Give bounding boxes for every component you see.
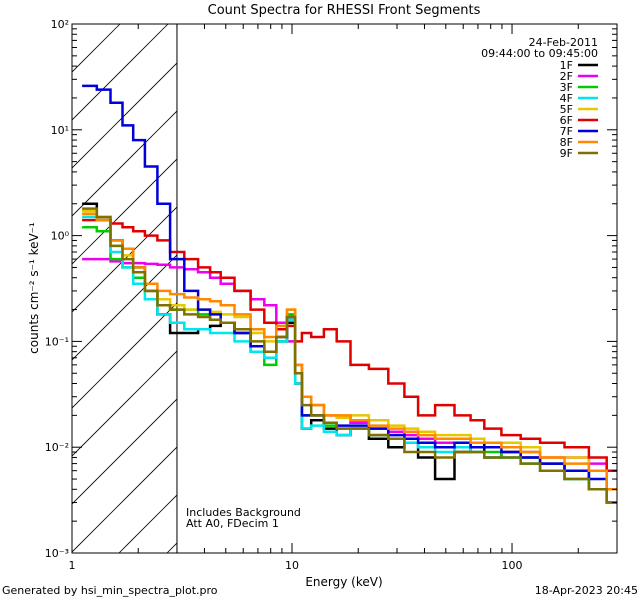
legend-label: 4F: [560, 92, 573, 105]
hatch-line: [72, 302, 177, 409]
legend-label: 2F: [560, 70, 573, 83]
plot-frame: [71, 23, 618, 554]
x-tick-labels: 1 10 100: [69, 559, 523, 572]
hatched-exclusion-region: [72, 24, 177, 553]
y-axis-label: counts cm⁻² s⁻¹ keV⁻¹: [27, 222, 41, 354]
date-label: 24-Feb-2011: [529, 36, 598, 49]
note-attenuator: Att A0, FDecim 1: [186, 517, 279, 530]
legend-label: 9F: [560, 147, 573, 160]
legend-label: 7F: [560, 125, 573, 138]
hatch-line: [72, 350, 177, 457]
legend-label: 5F: [560, 103, 573, 116]
y-tick-label: 10⁻¹: [45, 335, 69, 348]
hatch-line: [72, 110, 177, 217]
legend-label: 3F: [560, 81, 573, 94]
legend-label: 1F: [560, 59, 573, 72]
series-8f: [82, 212, 617, 491]
series-group: [82, 84, 617, 504]
legend-label: 6F: [560, 114, 573, 127]
hatch-line: [72, 62, 177, 169]
time-range-label: 09:44:00 to 09:45:00: [481, 47, 598, 60]
generator-label: Generated by hsi_min_spectra_plot.pro: [2, 584, 218, 597]
footer-timestamp: 18-Apr-2023 20:45: [535, 584, 638, 597]
x-tick-label: 1: [69, 559, 76, 572]
hatch-line: [72, 24, 169, 121]
hatch-line: [72, 446, 177, 553]
y-tick-label: 10²: [51, 18, 69, 31]
axis-ticks: [71, 23, 618, 554]
y-tick-label: 10⁻²: [45, 441, 69, 454]
series-9f: [82, 207, 617, 504]
hatch-line: [72, 206, 177, 313]
note-background: Includes Background: [186, 506, 301, 519]
x-axis-label: Energy (keV): [305, 575, 382, 589]
hatch-line: [72, 158, 177, 265]
y-tick-label: 10⁰: [51, 230, 70, 243]
y-tick-labels: 10⁻³ 10⁻² 10⁻¹ 10⁰ 10¹ 10²: [45, 18, 70, 560]
y-tick-label: 10⁻³: [45, 547, 69, 560]
legend-label: 8F: [560, 136, 573, 149]
chart-title: Count Spectra for RHESSI Front Segments: [208, 3, 481, 18]
hatch-line: [72, 398, 177, 505]
hatch-line: [72, 254, 177, 361]
x-tick-label: 10: [285, 559, 299, 572]
y-tick-label: 10¹: [51, 124, 69, 137]
x-tick-label: 100: [502, 559, 523, 572]
